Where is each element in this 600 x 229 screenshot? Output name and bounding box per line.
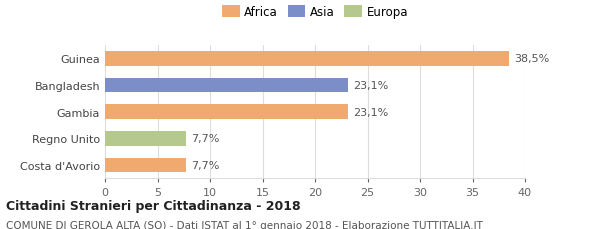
Text: 23,1%: 23,1% [353,81,388,91]
Text: 38,5%: 38,5% [515,54,550,64]
Bar [105,158,186,173]
Text: Cittadini Stranieri per Cittadinanza - 2018: Cittadini Stranieri per Cittadinanza - 2… [6,199,301,212]
Bar [105,78,347,93]
Text: 23,1%: 23,1% [353,107,388,117]
Legend: Africa, Asia, Europa: Africa, Asia, Europa [217,2,413,24]
Bar [105,131,186,146]
Text: 7,7%: 7,7% [191,134,220,144]
Text: 7,7%: 7,7% [191,160,220,170]
Text: COMUNE DI GEROLA ALTA (SO) - Dati ISTAT al 1° gennaio 2018 - Elaborazione TUTTIT: COMUNE DI GEROLA ALTA (SO) - Dati ISTAT … [6,220,483,229]
Bar [105,52,509,66]
Bar [105,105,347,120]
